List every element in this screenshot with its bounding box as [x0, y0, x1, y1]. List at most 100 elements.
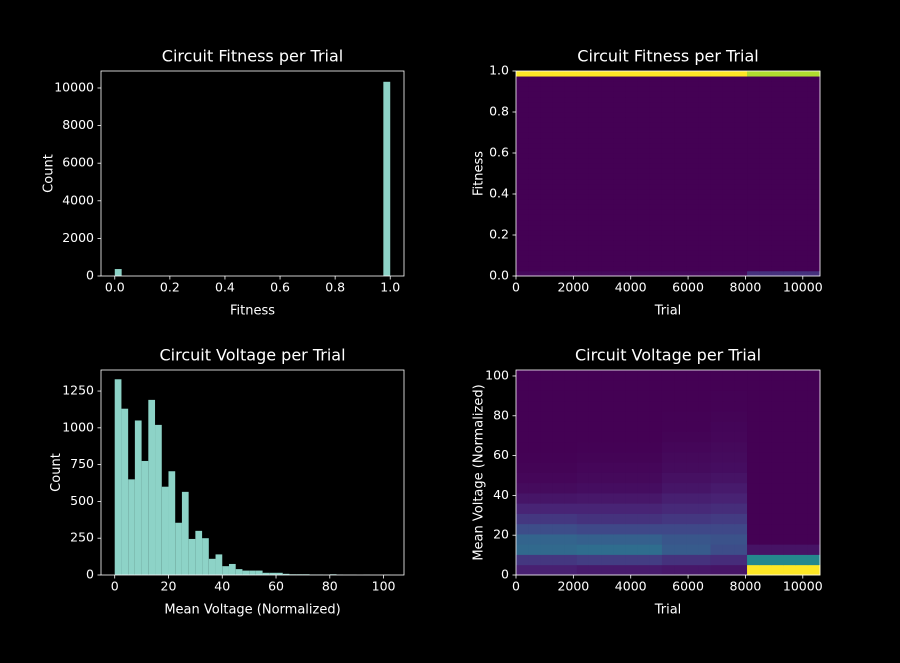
heatmap-cell: [613, 153, 626, 159]
heatmap-cell: [698, 534, 711, 545]
heatmap-cell: [528, 132, 541, 139]
heatmap-cell: [734, 245, 748, 251]
chart-title: Circuit Voltage per Trial: [575, 346, 761, 365]
heatmap-cell: [795, 153, 809, 159]
heatmap-cell: [698, 265, 711, 272]
heatmap-cell: [564, 503, 578, 514]
heatmap-cell: [552, 544, 566, 555]
heatmap-cell: [661, 96, 675, 103]
heatmap-cell: [649, 400, 663, 412]
heatmap-cell: [759, 421, 772, 432]
heatmap-cell: [698, 158, 711, 164]
x-tick-label: 100: [372, 579, 396, 594]
heatmap-cell: [625, 132, 638, 139]
heatmap-cell: [686, 421, 699, 432]
heatmap-cell: [759, 91, 772, 98]
heatmap-cell: [637, 86, 651, 92]
heatmap-cell: [722, 147, 736, 154]
heatmap-cell: [661, 482, 675, 494]
heatmap-cell: [771, 390, 784, 402]
heatmap-cell: [661, 240, 675, 246]
heatmap-cell: [637, 411, 651, 422]
x-tick-label: 8000: [730, 579, 762, 594]
heatmap-cell: [686, 96, 699, 103]
heatmap-cell: [637, 173, 651, 180]
heatmap-cell: [710, 564, 724, 576]
heatmap-cell: [771, 380, 784, 391]
heatmap-cell: [807, 132, 821, 139]
heatmap-cell: [783, 421, 797, 432]
heatmap-cell: [759, 163, 772, 169]
heatmap-cell: [722, 482, 736, 494]
heatmap-cell: [576, 564, 590, 576]
heatmap-cell: [552, 250, 566, 256]
heatmap-cell: [540, 380, 553, 391]
chart-title: Circuit Voltage per Trial: [159, 346, 345, 365]
heatmap-cell: [661, 523, 675, 535]
heatmap-cell: [722, 462, 736, 473]
heatmap-cell: [783, 86, 797, 92]
heatmap-cell: [576, 421, 590, 432]
heatmap-cell: [540, 106, 553, 113]
heatmap-cell: [516, 168, 529, 174]
heatmap-cell: [759, 564, 772, 576]
heatmap-cell: [771, 245, 784, 251]
heatmap-cell: [661, 163, 675, 169]
heatmap-cell: [795, 235, 809, 241]
heatmap-cell: [734, 214, 748, 221]
heatmap-cell: [516, 472, 529, 484]
bar: [383, 81, 391, 277]
heatmap-cell: [747, 523, 760, 535]
heatmap-cell: [734, 260, 748, 267]
heatmap-cell: [540, 472, 553, 484]
heatmap-cell: [747, 101, 760, 108]
heatmap-cell: [588, 240, 602, 246]
heatmap-cell: [540, 122, 553, 128]
heatmap-cell: [795, 158, 809, 164]
heatmap-cell: [722, 554, 736, 566]
heatmap-cell: [649, 106, 663, 113]
heatmap-cell: [588, 106, 602, 113]
heatmap-cell: [795, 400, 809, 412]
heatmap-cell: [759, 503, 772, 514]
bar: [269, 572, 277, 575]
heatmap-cell: [564, 173, 578, 180]
heatmap-cell: [649, 117, 663, 123]
heatmap-cell: [528, 163, 541, 169]
heatmap-cell: [661, 199, 675, 205]
heatmap-cell: [686, 472, 699, 484]
heatmap-cell: [613, 493, 626, 504]
heatmap-cell: [795, 265, 809, 272]
heatmap-cell: [552, 76, 566, 82]
heatmap-cell: [564, 260, 578, 267]
heatmap-cell: [552, 209, 566, 215]
heatmap-cell: [552, 86, 566, 92]
heatmap-cell: [734, 132, 748, 139]
heatmap-cell: [674, 81, 687, 87]
heatmap-cell: [564, 534, 578, 545]
heatmap-cell: [783, 163, 797, 169]
heatmap-cell: [613, 245, 626, 251]
heatmap-cell: [710, 245, 724, 251]
heatmap-cell: [625, 86, 638, 92]
heatmap-cell: [588, 250, 602, 256]
heatmap-cell: [807, 240, 821, 246]
heatmap-cell: [564, 554, 578, 566]
heatmap-cell: [613, 188, 626, 195]
heatmap-cell: [564, 209, 578, 215]
heatmap-cell: [783, 513, 797, 525]
heatmap-cell: [649, 370, 663, 381]
heatmap-cell: [564, 472, 578, 484]
heatmap-cell: [795, 503, 809, 514]
heatmap-cell: [601, 194, 614, 200]
heatmap-cell: [528, 158, 541, 164]
heatmap-cell: [734, 255, 748, 262]
heatmap-cell: [564, 400, 578, 412]
heatmap-cell: [625, 219, 638, 226]
heatmap-cell: [637, 142, 651, 149]
heatmap-cell: [564, 106, 578, 113]
heatmap-cell: [576, 204, 590, 210]
heatmap-cell: [576, 101, 590, 108]
heatmap-cell: [734, 503, 748, 514]
heatmap-cell: [807, 503, 821, 514]
